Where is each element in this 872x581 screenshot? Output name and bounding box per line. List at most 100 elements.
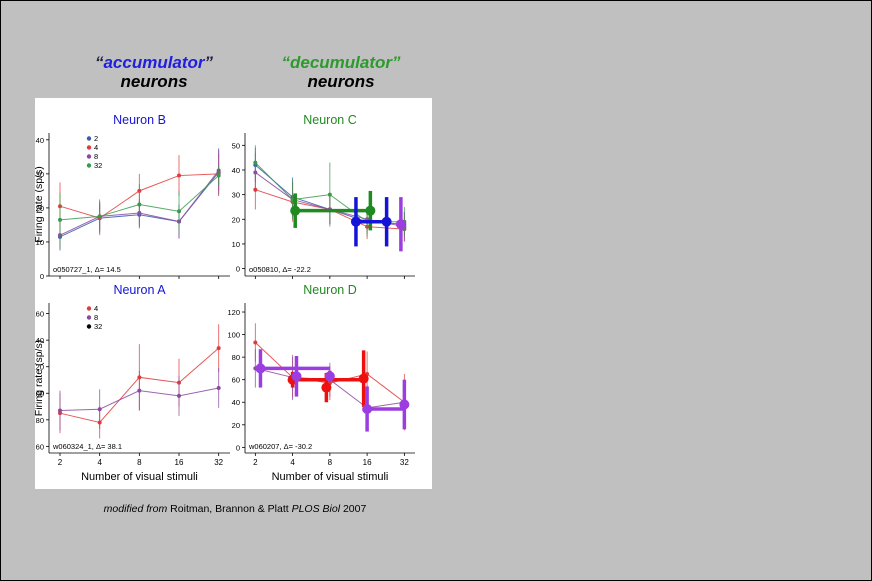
accumulator-header: “accumulator” neurons	[64, 53, 244, 91]
y-tick-label: 40	[232, 166, 240, 175]
bold-data-point	[399, 399, 410, 410]
y-tick-label: 50	[232, 141, 240, 150]
y-tick-label: 20	[232, 421, 240, 430]
y-tick-label: 60	[232, 376, 240, 385]
x-tick-label: 16	[175, 458, 184, 467]
y-tick-label: 160	[35, 310, 44, 319]
y-tick-label: 10	[36, 238, 44, 247]
figure-caption: modified from Roitman, Brannon & Platt P…	[1, 503, 469, 515]
accumulator-header-line1: “accumulator”	[64, 53, 244, 72]
data-point-32	[97, 214, 102, 219]
decumulator-word: decumulator	[289, 53, 393, 72]
bold-data-point	[381, 216, 392, 227]
y-tick-label: 60	[36, 442, 44, 451]
x-axis-label: Number of visual stimuli	[81, 471, 198, 483]
legend-marker	[86, 154, 92, 159]
bold-data-point	[291, 371, 302, 382]
legend-marker	[86, 163, 92, 168]
bold-data-point	[365, 205, 376, 216]
bold-data-point	[255, 363, 266, 374]
chart-panel-2: 0 10 20 30 40 50 Neuron C o050810, Δ= -22.2	[232, 113, 415, 279]
accumulator-header-line2: neurons	[120, 72, 188, 91]
panel-note: w060324_1, Δ= 38.1	[52, 442, 122, 451]
y-tick-label: 40	[232, 398, 240, 407]
caption-prefix: modified from	[103, 503, 168, 515]
y-tick-label: 80	[36, 416, 44, 425]
y-tick-label: 80	[232, 353, 240, 362]
chart-title: Neuron D	[303, 283, 357, 297]
decumulator-header: “decumulator” neurons	[251, 53, 431, 91]
y-tick-label: 30	[36, 170, 44, 179]
data-point-32	[177, 209, 182, 214]
bold-data-point	[395, 219, 406, 230]
legend-label: 8	[94, 313, 98, 322]
bold-data-point	[350, 216, 361, 227]
data-point-8	[58, 408, 63, 413]
data-point-8	[216, 385, 221, 390]
chart-title: Neuron C	[303, 113, 357, 127]
y-tick-label: 0	[236, 265, 240, 274]
x-tick-label: 8	[328, 458, 333, 467]
legend-marker	[86, 315, 92, 320]
legend-marker	[86, 306, 92, 311]
bold-data-point	[290, 205, 301, 216]
bold-data-point	[362, 404, 373, 415]
x-tick-label: 4	[290, 458, 295, 467]
x-tick-label: 2	[253, 458, 258, 467]
panel-note: w060207, Δ= -30.2	[248, 442, 312, 451]
bold-data-point	[321, 382, 332, 393]
data-point-8	[137, 388, 142, 393]
data-point-32	[137, 202, 142, 207]
data-point-4	[216, 346, 221, 351]
caption-year: 2007	[340, 503, 367, 515]
y-tick-label: 20	[36, 204, 44, 213]
chart-panel-1: 0 10 20 30 40 Firing rate (sp/s) Neuron B 24832…	[33, 113, 230, 281]
data-point-32	[327, 192, 332, 197]
bold-data-point	[358, 373, 369, 384]
quote-open: “	[94, 53, 104, 72]
legend-label: 32	[94, 161, 102, 170]
y-tick-label: 0	[236, 443, 240, 452]
accumulator-word: accumulator	[103, 53, 205, 72]
panel-note: o050727_1, Δ= 14.5	[53, 265, 121, 274]
decumulator-header-line2: neurons	[307, 72, 375, 91]
y-tick-label: 100	[35, 389, 44, 398]
legend-label: 2	[94, 134, 98, 143]
quote-close: ”	[204, 53, 214, 72]
y-tick-label: 140	[35, 336, 44, 345]
legend-marker	[86, 145, 92, 150]
x-axis-label: Number of visual stimuli	[272, 471, 389, 483]
x-tick-label: 8	[137, 458, 142, 467]
quote-open: “	[281, 53, 290, 72]
data-point-32	[58, 217, 63, 222]
decumulator-header-line1: “decumulator”	[251, 53, 431, 72]
chart-panel-4: 0 20 40 60 80 100 120 2 4 8 16 32 Number of visual s…	[227, 283, 415, 483]
x-tick-label: 32	[400, 458, 409, 467]
legend-marker	[86, 136, 92, 141]
data-point-4	[253, 340, 258, 345]
figure-panel: 0 10 20 30 40 Firing rate (sp/s) Neuron B 2 4 8 32…	[31, 98, 432, 489]
legend-marker	[86, 324, 92, 329]
y-tick-label: 0	[40, 272, 44, 281]
x-tick-label: 2	[58, 458, 63, 467]
legend-label: 8	[94, 152, 98, 161]
caption-authors: Roitman, Brannon & Platt	[167, 503, 292, 515]
y-tick-label: 10	[232, 240, 240, 249]
x-tick-label: 4	[97, 458, 102, 467]
quote-close: ”	[392, 53, 401, 72]
bold-data-point	[324, 371, 335, 382]
legend-label: 4	[94, 304, 98, 313]
chart-title: Neuron A	[113, 283, 166, 297]
data-point-32	[216, 173, 221, 178]
y-tick-label: 100	[227, 331, 240, 340]
x-tick-label: 32	[214, 458, 223, 467]
y-tick-label: 120	[227, 308, 240, 317]
data-point-8	[97, 407, 102, 412]
data-point-8	[177, 393, 182, 398]
chart-panel-3: 60801001201401602481632Firing rate (sp/s…	[31, 283, 230, 483]
y-axis-label: Firing rate (sp/s)	[35, 166, 45, 242]
legend-label: 32	[94, 322, 102, 331]
x-tick-label: 16	[363, 458, 372, 467]
